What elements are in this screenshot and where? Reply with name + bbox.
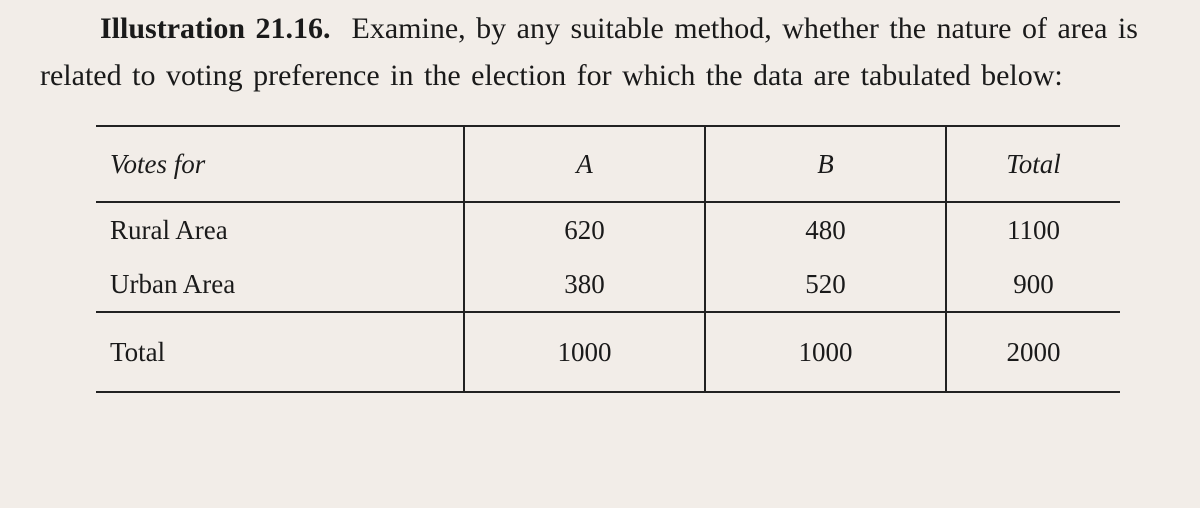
voting-table: Votes for A B Total Rural Area 620 480 1…: [96, 125, 1120, 393]
prompt-line-3: which the data are tabulated below:: [622, 59, 1063, 92]
prompt-line-1: Examine, by any suitable method, whether: [352, 12, 879, 45]
footer-a: 1000: [465, 312, 705, 392]
cell-a: 620: [465, 202, 705, 257]
header-b: B: [706, 126, 946, 202]
cell-total: 1100: [947, 202, 1120, 257]
table-footer-row: Total 1000 1000 2000: [96, 312, 1120, 392]
problem-statement: Illustration 21.16. Examine, by any suit…: [40, 6, 1170, 99]
header-total: Total: [947, 126, 1120, 202]
header-votes-for: Votes for: [96, 126, 464, 202]
illustration-heading: Illustration 21.16.: [100, 12, 331, 45]
header-a: A: [465, 126, 705, 202]
table-row: Rural Area 620 480 1100: [96, 202, 1120, 257]
footer-b: 1000: [706, 312, 946, 392]
cell-total: 900: [947, 257, 1120, 312]
table-header-row: Votes for A B Total: [96, 126, 1120, 202]
footer-total: 2000: [947, 312, 1120, 392]
row-label: Urban Area: [96, 257, 464, 312]
row-label: Rural Area: [96, 202, 464, 257]
data-table-wrap: Votes for A B Total Rural Area 620 480 1…: [96, 125, 1120, 393]
footer-label: Total: [96, 312, 464, 392]
cell-b: 480: [706, 202, 946, 257]
cell-a: 380: [465, 257, 705, 312]
table-row: Urban Area 380 520 900: [96, 257, 1120, 312]
cell-b: 520: [706, 257, 946, 312]
page: Illustration 21.16. Examine, by any suit…: [0, 0, 1200, 403]
